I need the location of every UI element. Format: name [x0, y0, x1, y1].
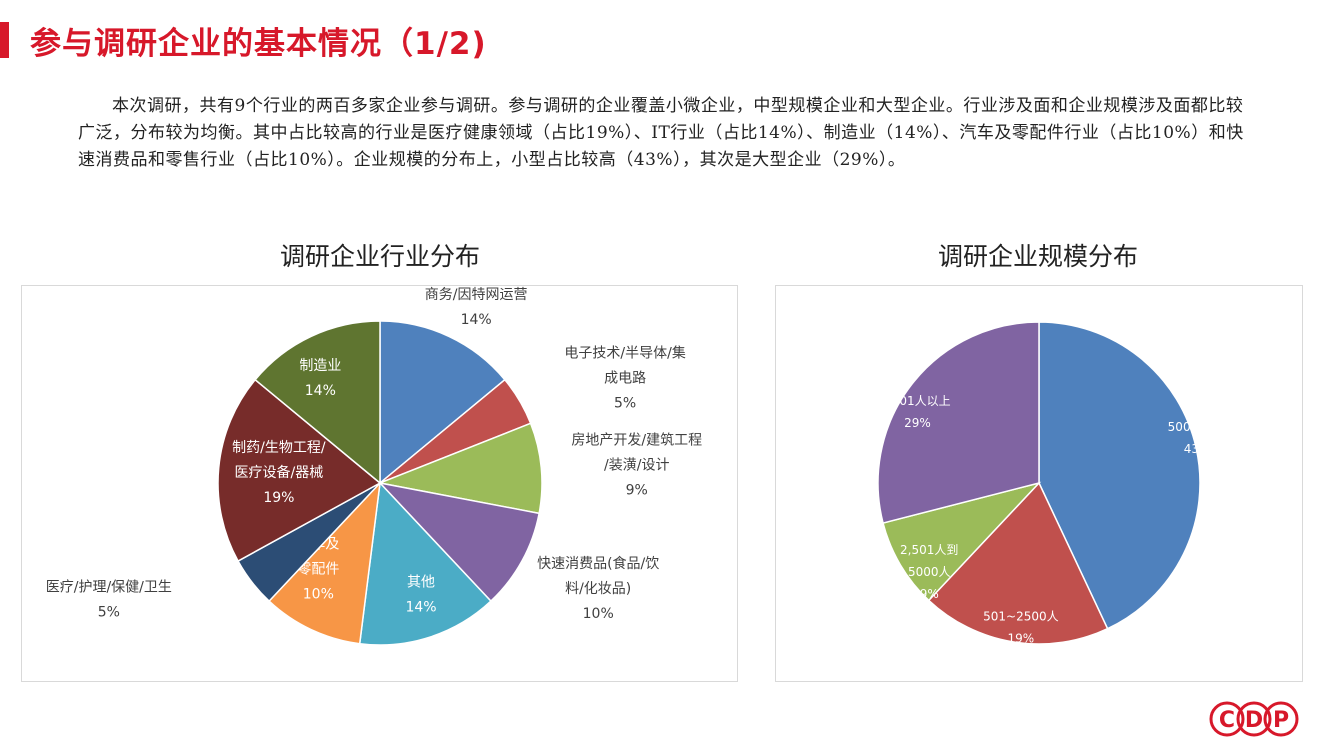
- pie-category-label-0-5-1: 零配件: [297, 561, 339, 577]
- pie-slice-0-7: [217, 378, 382, 563]
- pie-category-label-0-1-1: 成电路: [604, 370, 646, 386]
- pie-category-label-0-0-1: 商务/因特网运营: [425, 287, 528, 303]
- pie-value-label-0-4: 14%: [405, 599, 436, 615]
- pie-slice-0-5: [268, 480, 382, 645]
- pie-value-label-1-1: 19%: [1008, 632, 1035, 646]
- pie-value-label-0-3: 10%: [583, 606, 614, 622]
- pie-category-label-1-1-0: 501~2500人: [983, 610, 1059, 624]
- logo-letter-p: P: [1273, 708, 1289, 733]
- pie-slice-0-2: [377, 422, 543, 515]
- pie-category-label-1-3-0: 5001人以上: [884, 394, 951, 408]
- size-chart-panel: 500人以下 43% 501~2500人 19% 2,501人到 5000人 9% 5001人…: [775, 285, 1303, 682]
- pie-category-label-1-0-0: 500人以下: [1168, 420, 1227, 434]
- pie-slice-1-0: [1038, 321, 1201, 630]
- industry-pie-chart: IT/软硬件服务/电子商务/因特网运营14%电子技术/半导体/集成电路5%房地产…: [46, 287, 702, 646]
- pie-value-label-0-5: 10%: [303, 586, 334, 602]
- pie-value-label-0-1: 5%: [614, 395, 636, 411]
- pie-category-label-0-7-1: 医疗设备/器械: [235, 464, 324, 481]
- cdp-logo: C D P: [1209, 701, 1299, 737]
- logo-letter-c: C: [1219, 708, 1235, 733]
- pie-slice-0-3: [377, 481, 541, 603]
- pie-value-label-1-0: 43%: [1184, 442, 1211, 456]
- pie-value-label-1-2: 9%: [920, 587, 939, 601]
- pie-category-label-0-2-1: /装潢/设计: [604, 457, 669, 473]
- pie-value-label-0-2: 9%: [626, 482, 648, 498]
- pie-category-label-0-2-0: 房地产开发/建筑工程: [571, 432, 702, 448]
- pie-category-label-1-2-0: 2,501人到: [900, 543, 958, 557]
- pie-value-label-0-8: 14%: [305, 383, 336, 399]
- title-accent-bar: [0, 22, 9, 58]
- pie-category-label-0-7-0: 制药/生物工程/: [232, 440, 326, 456]
- size-pie-chart: 500人以下 43% 501~2500人 19% 2,501人到 5000人 9% 5001人…: [877, 321, 1227, 646]
- pie-slice-1-3: [877, 321, 1040, 524]
- intro-paragraph: 本次调研，共有9个行业的两百多家企业参与调研。参与调研的企业覆盖小微企业，中型规…: [78, 96, 1244, 170]
- pie-value-label-1-3: 29%: [904, 416, 931, 430]
- page-title: 参与调研企业的基本情况（1/2): [30, 26, 487, 62]
- pie-value-label-0-7: 19%: [263, 490, 294, 506]
- logo-letter-d: D: [1245, 708, 1263, 733]
- pie-slice-0-4: [358, 481, 492, 646]
- pie-category-label-0-6-0: 医疗/护理/保健/卫生: [46, 580, 172, 596]
- pie-slice-1-1: [927, 481, 1109, 645]
- pie-slice-1-2: [882, 481, 1042, 602]
- pie-category-label-0-3-1: 料/化妆品): [565, 581, 631, 597]
- size-chart-title: 调研企业规模分布: [937, 242, 1138, 271]
- pie-category-label-0-8-0: 制造业: [299, 358, 341, 374]
- pie-category-label-0-4-0: 其他: [407, 574, 435, 590]
- pie-category-label-1-2-1: 5000人: [908, 565, 951, 579]
- pie-slice-0-0: [379, 320, 506, 485]
- pie-slice-0-8: [254, 320, 381, 485]
- pie-category-label-0-1-0: 电子技术/半导体/集: [564, 344, 685, 361]
- industry-chart-panel: IT/软硬件服务/电子商务/因特网运营14%电子技术/半导体/集成电路5%房地产…: [21, 285, 738, 682]
- industry-chart-title: 调研企业行业分布: [279, 242, 480, 271]
- pie-value-label-0-6: 5%: [98, 605, 120, 621]
- pie-value-label-0-0: 14%: [461, 312, 492, 328]
- pie-category-label-0-3-0: 快速消费品(食品/饮: [537, 555, 659, 572]
